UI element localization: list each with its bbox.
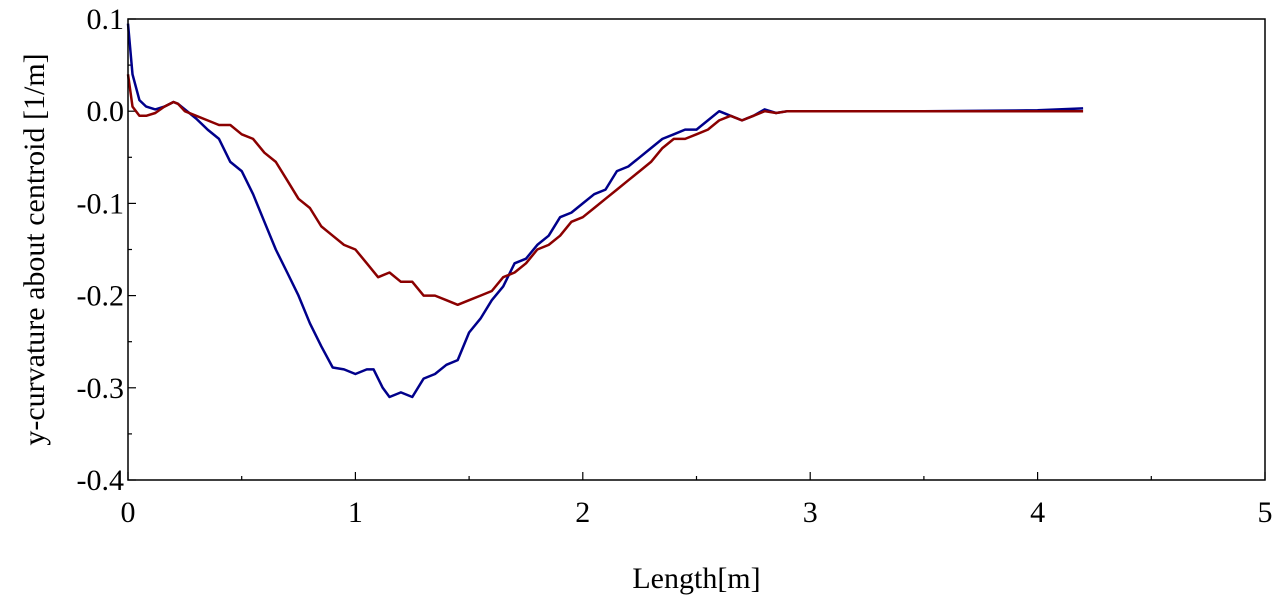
x-tick-label: 2: [575, 496, 590, 529]
series-line-2: [126, 74, 1084, 307]
y-tick-label: 0.1: [87, 3, 125, 36]
tick-labels: 0 1 2 3 4 5 0.1 0.0 -0.1 -0.2 -0.3 -0.4: [77, 3, 1273, 529]
x-tick-label: 3: [803, 496, 818, 529]
series-lines: [126, 23, 1084, 399]
x-tick-label: 5: [1258, 496, 1273, 529]
series-line-1: [126, 23, 1084, 399]
y-tick-label: -0.1: [77, 187, 125, 220]
y-tick-label: -0.2: [77, 280, 125, 313]
y-axis-title: y-curvature about centroid [1/m]: [18, 53, 51, 445]
axis-ticks: [127, 18, 1266, 481]
plot-frame: [127, 18, 1266, 481]
x-axis-title: Length[m]: [632, 562, 760, 595]
y-tick-label: 0.0: [87, 95, 125, 128]
x-tick-label: 4: [1030, 496, 1045, 529]
y-tick-label: -0.4: [77, 464, 125, 497]
y-tick-label: -0.3: [77, 372, 125, 405]
x-tick-label: 1: [348, 496, 363, 529]
x-tick-label: 0: [121, 496, 136, 529]
